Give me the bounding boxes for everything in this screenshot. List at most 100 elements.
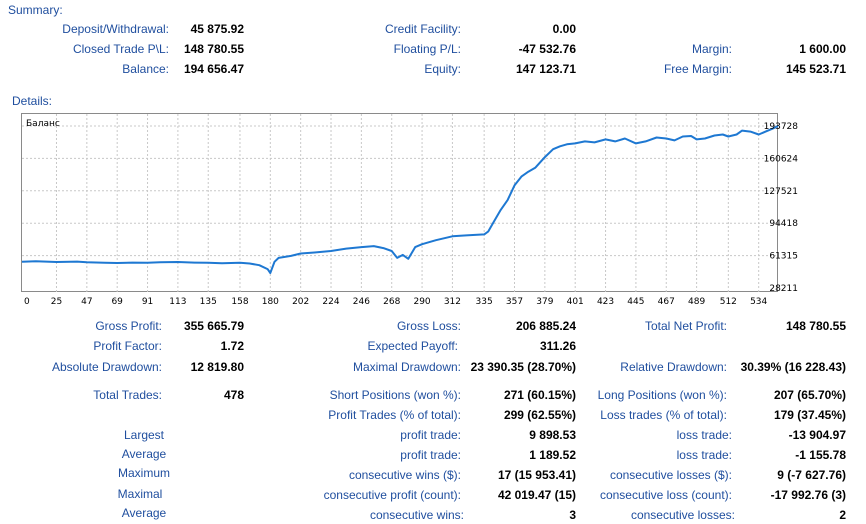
margin-label: Margin:	[691, 42, 732, 56]
loss-trades-label: Loss trades (% of total):	[600, 408, 727, 422]
largest-group-label: Largest	[123, 428, 165, 442]
x-tick-label: 0	[24, 297, 30, 307]
free-margin-value: 145 523.71	[785, 62, 846, 76]
x-tick-label: 224	[322, 297, 339, 307]
details-heading: Details:	[12, 94, 53, 108]
maximal-group-label: Maximal	[117, 487, 163, 501]
gross-profit-value: 355 665.79	[183, 319, 244, 333]
closed-trade-pl-value: 148 780.55	[183, 42, 244, 56]
credit-facility-label: Credit Facility:	[384, 22, 461, 36]
average-loss-trade-value: -1 155.78	[795, 448, 846, 462]
expected-payoff-label: Expected Payoff:	[367, 339, 458, 353]
x-gridlines	[55, 114, 760, 292]
summary-heading: Summary:	[8, 3, 63, 17]
avg-consecutive-wins-label: consecutive wins:	[369, 508, 464, 522]
x-tick-label: 489	[688, 297, 705, 307]
balance-chart: Баланс 0 25 47 69 91 113 135 158 180 202 224 246 268…	[21, 113, 799, 307]
x-tick-label: 357	[506, 297, 523, 307]
max-consecutive-losses-value: 9 (-7 627.76)	[777, 468, 846, 482]
y-tick-label: 94418	[769, 219, 798, 229]
balance-label: Balance:	[122, 62, 169, 76]
y-tick-label: 61315	[769, 252, 798, 262]
relative-drawdown-label: Relative Drawdown:	[620, 360, 727, 374]
x-tick-label: 268	[383, 297, 400, 307]
maximal-consecutive-profit-value: 42 019.47 (15)	[497, 488, 576, 502]
y-axis-labels: 28211 61315 94418 127521 160624 193728	[764, 122, 799, 294]
x-tick-label: 246	[353, 297, 370, 307]
deposit-withdrawal-label: Deposit/Withdrawal:	[62, 22, 169, 36]
y-tick-label: 160624	[764, 154, 799, 164]
absolute-drawdown-value: 12 819.80	[190, 360, 244, 374]
maximal-consecutive-profit-label: consecutive profit (count):	[323, 488, 461, 502]
average-loss-trade-label: loss trade:	[676, 448, 732, 462]
plot-area	[21, 113, 778, 292]
max-consecutive-wins-label: consecutive wins ($):	[348, 468, 461, 482]
x-tick-label: 467	[658, 297, 675, 307]
x-tick-label: 401	[567, 297, 584, 307]
closed-trade-pl-label: Closed Trade P\L:	[72, 42, 169, 56]
x-tick-label: 445	[627, 297, 644, 307]
x-tick-label: 113	[169, 297, 186, 307]
x-tick-label: 335	[476, 297, 493, 307]
y-tick-label: 193728	[764, 122, 799, 132]
x-tick-label: 135	[200, 297, 217, 307]
avg-consecutive-losses-label: consecutive losses:	[630, 508, 735, 522]
max-consecutive-wins-value: 17 (15 953.41)	[497, 468, 576, 482]
profit-factor-label: Profit Factor:	[93, 339, 162, 353]
avg-consecutive-losses-value: 2	[839, 508, 846, 522]
x-tick-label: 25	[51, 297, 62, 307]
short-positions-value: 271 (60.15%)	[503, 388, 576, 402]
total-trades-value: 478	[223, 388, 244, 402]
free-margin-label: Free Margin:	[663, 62, 732, 76]
maximal-consecutive-loss-value: -17 992.76 (3)	[770, 488, 846, 502]
x-tick-label: 91	[142, 297, 153, 307]
profit-factor-value: 1.72	[220, 339, 244, 353]
relative-drawdown-value: 30.39% (16 228.43)	[740, 360, 846, 374]
largest-loss-trade-label: loss trade:	[676, 428, 732, 442]
gross-loss-value: 206 885.24	[515, 319, 576, 333]
maximal-consecutive-loss-label: consecutive loss (count):	[599, 488, 732, 502]
floating-pl-value: -47 532.76	[518, 42, 576, 56]
total-trades-label: Total Trades:	[93, 388, 162, 402]
largest-profit-trade-label: profit trade:	[400, 428, 461, 442]
x-tick-label: 180	[262, 297, 279, 307]
gross-profit-label: Gross Profit:	[95, 319, 162, 333]
short-positions-label: Short Positions (won %):	[329, 388, 461, 402]
x-tick-label: 512	[720, 297, 737, 307]
average-group-label: Average	[121, 447, 167, 461]
deposit-withdrawal-value: 45 875.92	[190, 22, 244, 36]
x-tick-label: 69	[111, 297, 123, 307]
average-profit-trade-value: 1 189.52	[529, 448, 576, 462]
x-tick-label: 290	[413, 297, 430, 307]
long-positions-label: Long Positions (won %):	[597, 388, 727, 402]
total-net-profit-label: Total Net Profit:	[644, 319, 727, 333]
long-positions-value: 207 (65.70%)	[773, 388, 846, 402]
gross-loss-label: Gross Loss:	[396, 319, 461, 333]
maximum-group-label: Maximum	[117, 466, 170, 480]
x-tick-label: 423	[597, 297, 614, 307]
equity-value: 147 123.71	[515, 62, 576, 76]
x-tick-label: 202	[292, 297, 309, 307]
x-tick-label: 158	[231, 297, 248, 307]
largest-loss-trade-value: -13 904.97	[788, 428, 846, 442]
loss-trades-value: 179 (37.45%)	[773, 408, 846, 422]
max-consecutive-losses-label: consecutive losses ($):	[609, 468, 732, 482]
total-net-profit-value: 148 780.55	[785, 319, 846, 333]
average-profit-trade-label: profit trade:	[400, 448, 461, 462]
profit-trades-label: Profit Trades (% of total):	[328, 408, 461, 422]
credit-facility-value: 0.00	[552, 22, 576, 36]
chart-title: Баланс	[26, 119, 60, 129]
average-consecutive-group-label: Average	[121, 506, 167, 520]
x-axis-labels: 0 25 47 69 91 113 135 158 180 202 224 246 268 290 312 3…	[24, 297, 768, 307]
expected-payoff-value: 311.26	[539, 339, 576, 353]
balance-series-line	[21, 125, 779, 274]
absolute-drawdown-label: Absolute Drawdown:	[51, 360, 162, 374]
maximal-drawdown-label: Maximal Drawdown:	[352, 360, 461, 374]
x-tick-label: 534	[750, 297, 767, 307]
y-tick-label: 28211	[769, 284, 798, 294]
profit-trades-value: 299 (62.55%)	[503, 408, 576, 422]
avg-consecutive-wins-value: 3	[569, 508, 576, 522]
balance-value: 194 656.47	[183, 62, 244, 76]
floating-pl-label: Floating P/L:	[393, 42, 461, 56]
equity-label: Equity:	[424, 62, 461, 76]
